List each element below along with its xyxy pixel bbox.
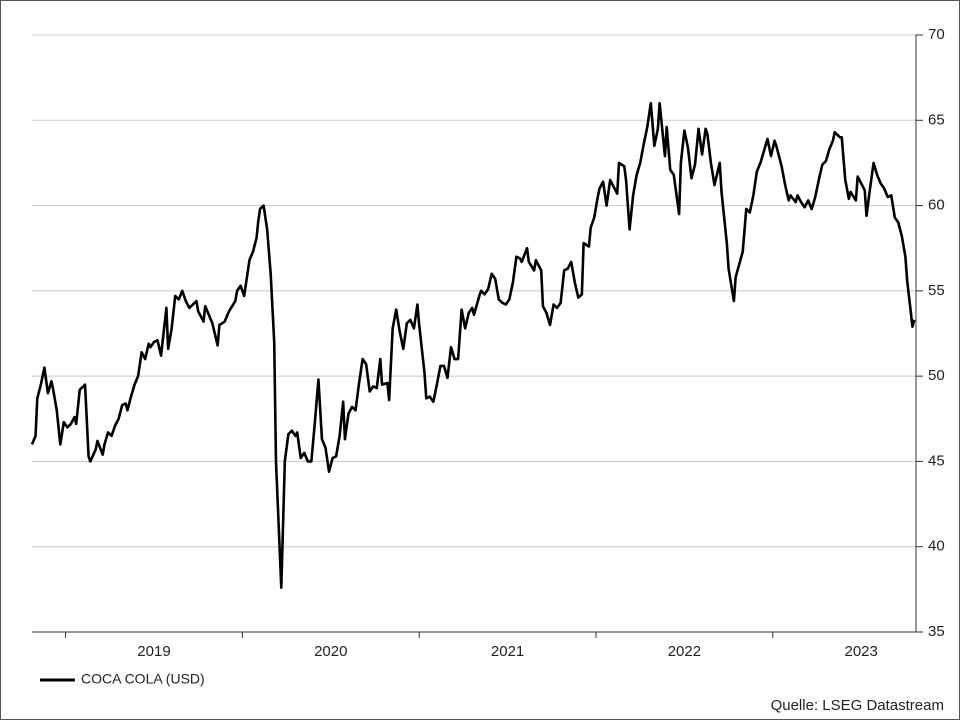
x-tick-label: 2019 bbox=[137, 643, 170, 660]
y-tick-label: 40 bbox=[928, 538, 945, 555]
y-tick-label: 45 bbox=[928, 452, 945, 469]
y-tick-label: 65 bbox=[928, 111, 945, 128]
x-tick-label: 2021 bbox=[491, 643, 524, 660]
x-tick-label: 2023 bbox=[845, 643, 878, 660]
y-tick-label: 55 bbox=[928, 282, 945, 299]
y-tick-label: 70 bbox=[928, 26, 945, 43]
x-tick-label: 2022 bbox=[668, 643, 701, 660]
x-tick-label: 2020 bbox=[314, 643, 347, 660]
y-tick-label: 50 bbox=[928, 367, 945, 384]
y-tick-label: 60 bbox=[928, 197, 945, 214]
legend-label: COCA COLA (USD) bbox=[81, 671, 205, 687]
price-line bbox=[30, 101, 916, 589]
y-tick-label: 35 bbox=[928, 623, 945, 640]
source: Quelle: LSEG Datastream bbox=[771, 697, 944, 714]
